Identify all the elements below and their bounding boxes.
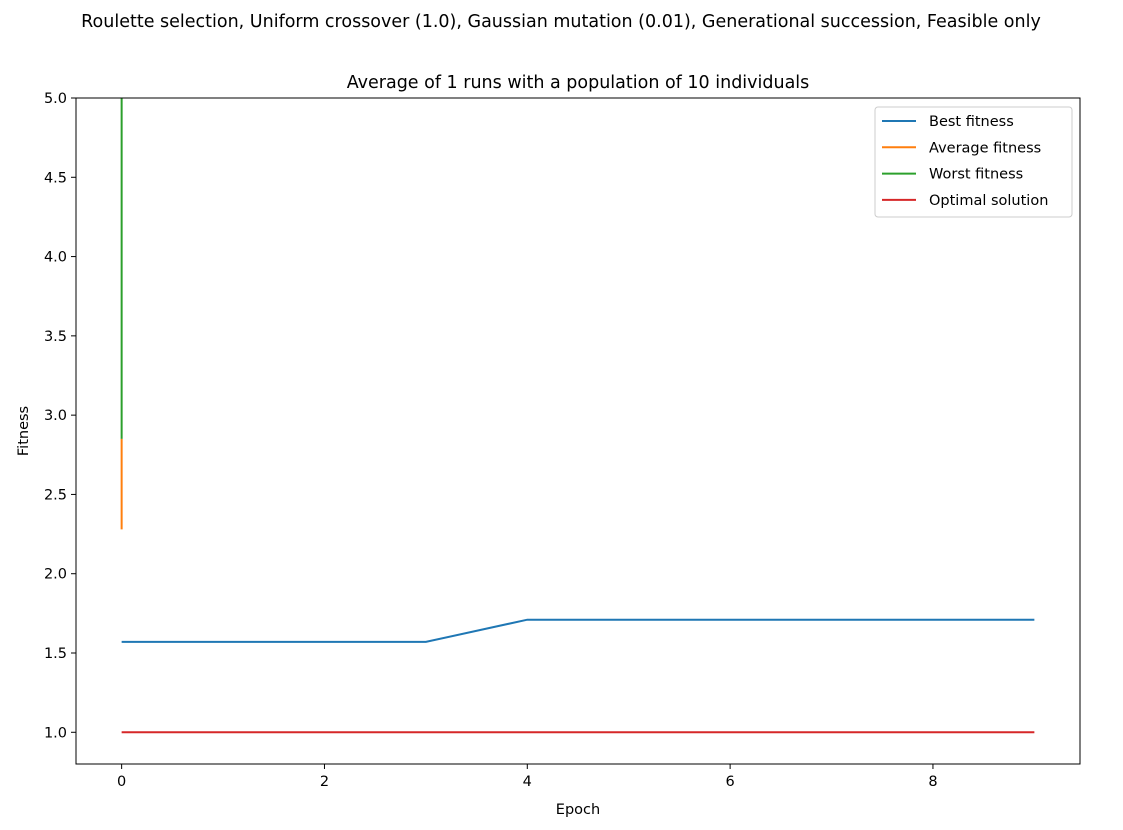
chart-title: Average of 1 runs with a population of 1…: [347, 73, 810, 93]
x-axis-label: Epoch: [556, 802, 600, 818]
figure-suptitle: Roulette selection, Uniform crossover (1…: [81, 12, 1041, 32]
y-tick-label: 3.5: [44, 329, 67, 345]
y-tick-label: 1.5: [44, 646, 67, 662]
y-axis-label: Fitness: [16, 406, 32, 456]
x-tick-label: 6: [726, 774, 735, 790]
y-axis: 1.0 1.5 2.0 2.5 3.0 3.5 4.0 4.5 5.0: [44, 91, 76, 741]
y-tick-label: 2.0: [44, 567, 67, 583]
plot-area: [75, 97, 1081, 765]
x-tick-label: 0: [117, 774, 126, 790]
y-tick-label: 4.0: [44, 250, 67, 266]
y-tick-label: 4.5: [44, 170, 67, 186]
legend-frame: [874, 106, 1073, 218]
series-line-best-fitness: [121, 618, 1035, 643]
x-tick-label: 8: [928, 774, 937, 790]
legend-label: Average fitness: [929, 140, 1041, 156]
y-tick-label: 5.0: [44, 91, 67, 107]
y-tick-label: 3.0: [44, 408, 67, 424]
legend: Best fitness Average fitness Worst fitness…: [874, 106, 1073, 218]
legend-label: Optimal solution: [929, 193, 1048, 209]
legend-label: Worst fitness: [929, 167, 1023, 183]
y-tick-label: 2.5: [44, 487, 67, 503]
x-tick-label: 4: [523, 774, 532, 790]
legend-label: Best fitness: [929, 114, 1014, 130]
y-tick-label: 1.0: [44, 725, 67, 741]
x-tick-label: 2: [320, 774, 329, 790]
x-axis: 0 2 4 6 8: [117, 764, 938, 790]
plot-frame: [75, 97, 1081, 765]
